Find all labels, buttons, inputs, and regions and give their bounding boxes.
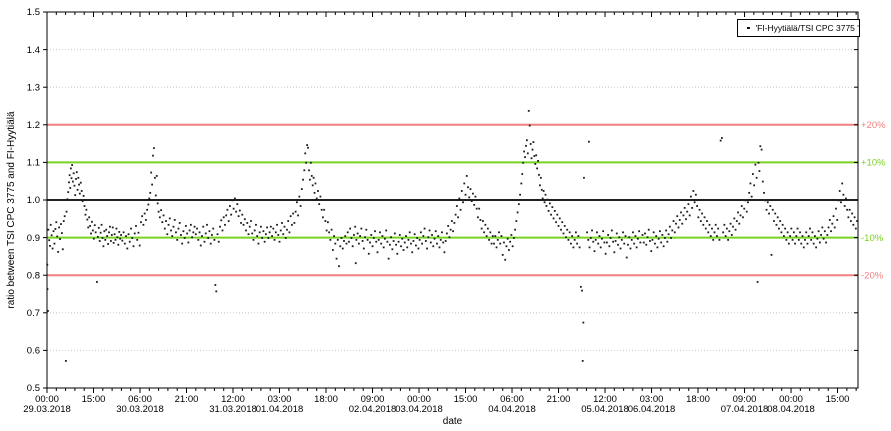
ref-line-label: -20% <box>861 270 884 281</box>
svg-text:09:00: 09:00 <box>361 394 385 405</box>
legend: 'FI-Hyytiälä/TSI CPC 3775 ' <box>737 19 860 37</box>
svg-text:05.04.2018: 05.04.2018 <box>581 404 629 415</box>
svg-text:12:00: 12:00 <box>593 394 617 405</box>
svg-text:06:00: 06:00 <box>500 394 524 405</box>
svg-text:21:00: 21:00 <box>547 394 571 405</box>
svg-text:04.04.2018: 04.04.2018 <box>488 404 536 415</box>
svg-text:0.6: 0.6 <box>27 346 40 357</box>
svg-text:18:00: 18:00 <box>686 394 710 405</box>
ref-line-label: +10% <box>861 158 886 169</box>
svg-text:30.03.2018: 30.03.2018 <box>116 404 164 415</box>
svg-text:12:00: 12:00 <box>221 394 245 405</box>
scatter-points <box>46 109 858 362</box>
svg-text:08.04.2018: 08.04.2018 <box>767 404 815 415</box>
svg-text:0.5: 0.5 <box>27 383 40 394</box>
x-axis-title: date <box>442 416 463 427</box>
ref-line-label: -10% <box>861 233 884 244</box>
reference-lines <box>47 123 858 277</box>
legend-label: 'FI-Hyytiälä/TSI CPC 3775 ' <box>755 23 859 33</box>
svg-text:01.04.2018: 01.04.2018 <box>256 404 304 415</box>
svg-text:21:00: 21:00 <box>175 394 199 405</box>
y-axis-title: ratio between TSI CPC 3775 and FI-Hyytiä… <box>6 111 17 309</box>
svg-text:1.3: 1.3 <box>27 82 40 93</box>
svg-text:00:00: 00:00 <box>779 394 803 405</box>
ref-line-label: +20% <box>861 120 886 131</box>
svg-text:00:00: 00:00 <box>407 394 431 405</box>
svg-text:02.04.2018: 02.04.2018 <box>349 404 397 415</box>
svg-text:0.7: 0.7 <box>27 308 40 319</box>
svg-text:31.03.2018: 31.03.2018 <box>209 404 257 415</box>
svg-text:03.04.2018: 03.04.2018 <box>395 404 443 415</box>
svg-text:0.9: 0.9 <box>27 233 40 244</box>
svg-text:15:00: 15:00 <box>82 394 106 405</box>
svg-text:07.04.2018: 07.04.2018 <box>721 404 769 415</box>
svg-text:0.8: 0.8 <box>27 270 40 281</box>
svg-text:1.0: 1.0 <box>27 195 40 206</box>
percent-labels: +20% +10% -10% -20% <box>861 120 886 281</box>
svg-text:06.04.2018: 06.04.2018 <box>628 404 676 415</box>
svg-text:03:00: 03:00 <box>640 394 664 405</box>
svg-text:1.4: 1.4 <box>27 45 40 56</box>
svg-text:1.1: 1.1 <box>27 158 40 169</box>
svg-text:15:00: 15:00 <box>454 394 478 405</box>
svg-text:03:00: 03:00 <box>268 394 292 405</box>
x-axis-ticks <box>46 12 857 393</box>
y-axis-ticks <box>43 11 858 389</box>
svg-text:1.5: 1.5 <box>27 7 40 18</box>
svg-text:09:00: 09:00 <box>733 394 757 405</box>
svg-text:29.03.2018: 29.03.2018 <box>23 404 71 415</box>
scatter-marker-icon <box>747 26 750 30</box>
svg-text:18:00: 18:00 <box>314 394 338 405</box>
svg-text:15:00: 15:00 <box>826 394 850 405</box>
svg-text:00:00: 00:00 <box>35 394 59 405</box>
svg-text:1.2: 1.2 <box>27 120 40 131</box>
svg-text:06:00: 06:00 <box>128 394 152 405</box>
y-tick-labels: 0.5 0.6 0.7 0.8 0.9 1.0 1.1 1.2 1.3 1.4 1.5 <box>27 7 40 394</box>
